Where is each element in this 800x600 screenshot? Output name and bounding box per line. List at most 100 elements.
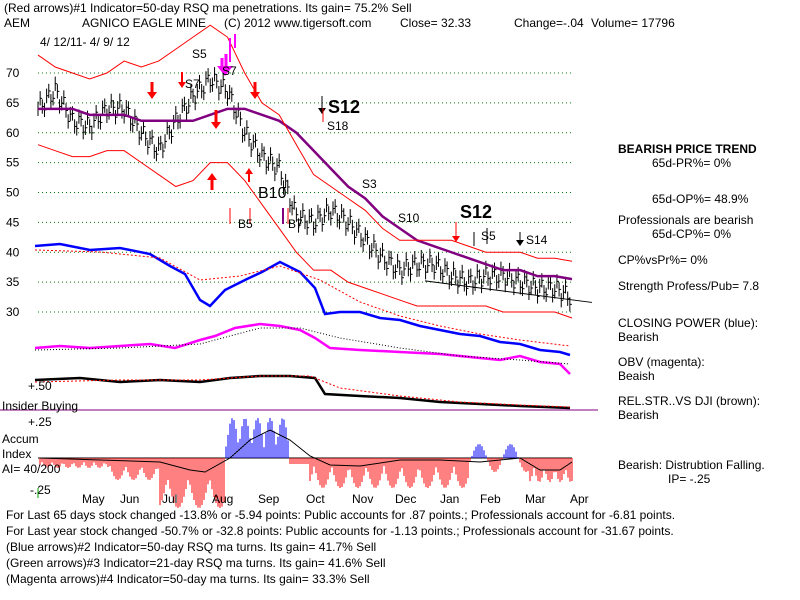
y-tick-label: 40 xyxy=(6,245,20,259)
x-axis-label: Nov xyxy=(352,492,373,506)
relstr-ma xyxy=(34,375,571,408)
sell-arrow-head xyxy=(250,92,260,99)
accum-label: Accum xyxy=(2,432,39,446)
magenta-arrow-head xyxy=(217,66,233,76)
sell-arrow-head xyxy=(452,236,460,242)
label-minus25: -.25 xyxy=(30,483,51,497)
x-axis-label: Mar xyxy=(525,492,546,506)
closing-power-label: CLOSING POWER (blue): xyxy=(618,316,759,330)
ai-histogram xyxy=(39,418,573,508)
y-tick-label: 30 xyxy=(6,305,20,319)
index-label: Index xyxy=(2,447,31,461)
lower-band-line xyxy=(37,144,573,319)
x-axis-label: Jun xyxy=(120,492,139,506)
x-axis-label: May xyxy=(82,492,105,506)
strength: Strength Profess/Pub= 7.8 xyxy=(618,279,760,293)
y-tick-label: 65 xyxy=(6,96,20,110)
cp65: 65d-CP%= 0% xyxy=(652,227,732,241)
y-tick-label: 35 xyxy=(6,275,20,289)
buy-arrow-head xyxy=(207,173,217,180)
y-tick-label: 55 xyxy=(6,156,20,170)
sidebar-cpvspr: CP%vsPr%= 0% xyxy=(618,253,798,267)
ip-value: IP= -.25 xyxy=(668,472,711,486)
sell-arrow-head xyxy=(178,82,186,88)
buy-arrow-head xyxy=(245,168,253,174)
label-plus25: +.25 xyxy=(28,415,52,429)
volume-value: Volume= 17796 xyxy=(591,16,675,30)
close-value: Close= 32.33 xyxy=(400,16,471,30)
change-value: Change=-.04 xyxy=(514,16,584,30)
y-tick-label: 50 xyxy=(6,186,20,200)
date-range: 4/ 12/11- 4/ 9/ 12 xyxy=(40,35,130,49)
footer-line-2: For Last year stock changed -50.7% or -3… xyxy=(6,524,674,538)
x-axis-label: Jan xyxy=(440,492,459,506)
ai-value: AI= 40/200 xyxy=(2,462,61,476)
50-day-ma-line xyxy=(38,107,573,281)
x-axis-label: Jul xyxy=(162,492,177,506)
sidebar-pros: Professionals are bearish 65d-CP%= 0% xyxy=(618,213,798,241)
sell-arrow-head xyxy=(318,108,326,114)
signal-b10: B10 xyxy=(258,185,287,202)
obv-value: Beaish xyxy=(618,369,655,383)
sell-arrow-head xyxy=(516,240,524,246)
x-axis-label: Oct xyxy=(306,492,325,506)
x-axis-label: Apr xyxy=(570,492,589,506)
x-axis-label: Aug xyxy=(212,492,233,506)
company-name: AGNICO EAGLE MINE xyxy=(82,16,206,30)
closing-power-ma xyxy=(34,249,571,347)
sidebar-op: 65d-OP%= 48.9% xyxy=(618,192,798,206)
y-tick-label: 60 xyxy=(6,126,20,140)
sidebar-obv: OBV (magenta): Beaish xyxy=(618,355,798,383)
signal-arrows xyxy=(147,34,524,246)
price-axis-ticks: 70 65 60 55 50 45 40 35 30 xyxy=(6,66,20,319)
relstr-line xyxy=(34,374,571,410)
x-axis-label: Feb xyxy=(480,492,501,506)
signal-s18: S18 xyxy=(327,119,349,133)
signal-s7: S7 xyxy=(222,64,237,78)
x-axis-labels: May Jun Jul Aug Sep Oct Nov Dec Jan Feb Mar Apr xyxy=(82,492,589,506)
sell-arrow-head xyxy=(147,92,157,99)
signal-s5: S5 xyxy=(192,47,207,61)
footer-line-1: For Last 65 days stock changed -13.8% or… xyxy=(6,508,676,522)
sidebar-trend: BEARISH PRICE TREND 65d-PR%= 0% xyxy=(618,142,798,170)
support-trendline xyxy=(424,280,593,303)
signal-s12: S12 xyxy=(460,202,492,222)
relstr-label: REL.STR..VS DJI (brown): xyxy=(618,394,761,408)
cpvspr: CP%vsPr%= 0% xyxy=(618,253,708,267)
upper-band-line xyxy=(37,24,573,262)
signal-s7: S7 xyxy=(185,77,200,91)
signal-s5: S5 xyxy=(481,229,496,243)
closing-power-line xyxy=(34,242,571,357)
signal-b7: B7 xyxy=(288,217,303,231)
copyright: (C) 2012 www.tigersoft.com xyxy=(224,16,371,30)
op65: 65d-OP%= 48.9% xyxy=(652,192,749,206)
signal-s3: S3 xyxy=(362,177,377,191)
signal-s12: S12 xyxy=(328,97,360,117)
ticker-label: AEM xyxy=(4,16,30,30)
label-plus50: +.50 xyxy=(28,379,52,393)
ai-ma-line xyxy=(39,429,573,473)
closing-power-value: Bearish xyxy=(618,330,659,344)
bearish-trend: BEARISH PRICE TREND xyxy=(618,142,757,156)
sidebar-closing-power: CLOSING POWER (blue): Bearish xyxy=(618,316,798,344)
obv-label: OBV (magenta): xyxy=(618,355,705,369)
sidebar-strength: Strength Profess/Pub= 7.8 xyxy=(618,279,798,293)
footer-line-3: (Blue arrows)#2 Indicator=50-day RSQ ma … xyxy=(6,540,377,554)
price-series-layer xyxy=(37,24,593,319)
footer-line-5: (Magenta arrows)#4 Indicator=50-day ma t… xyxy=(6,572,370,586)
sell-arrow-head xyxy=(211,122,221,129)
x-axis-label: Dec xyxy=(395,492,416,506)
pr65: 65d-PR%= 0% xyxy=(652,156,732,170)
y-tick-label: 70 xyxy=(6,66,20,80)
relstr-value: Bearish xyxy=(618,408,659,422)
price-gridlines xyxy=(38,72,572,313)
insider-buying-label: Insider Buying xyxy=(2,399,78,413)
x-axis-label: Sep xyxy=(258,492,280,506)
signal-b5: B5 xyxy=(238,217,253,231)
pros-bearish: Professionals are bearish xyxy=(618,213,754,227)
obv-line xyxy=(34,322,571,375)
signal-s10: S10 xyxy=(398,211,420,225)
header-line-1: (Red arrows)#1 Indicator=50-day RSQ ma p… xyxy=(4,1,412,15)
y-tick-label: 45 xyxy=(6,215,20,229)
